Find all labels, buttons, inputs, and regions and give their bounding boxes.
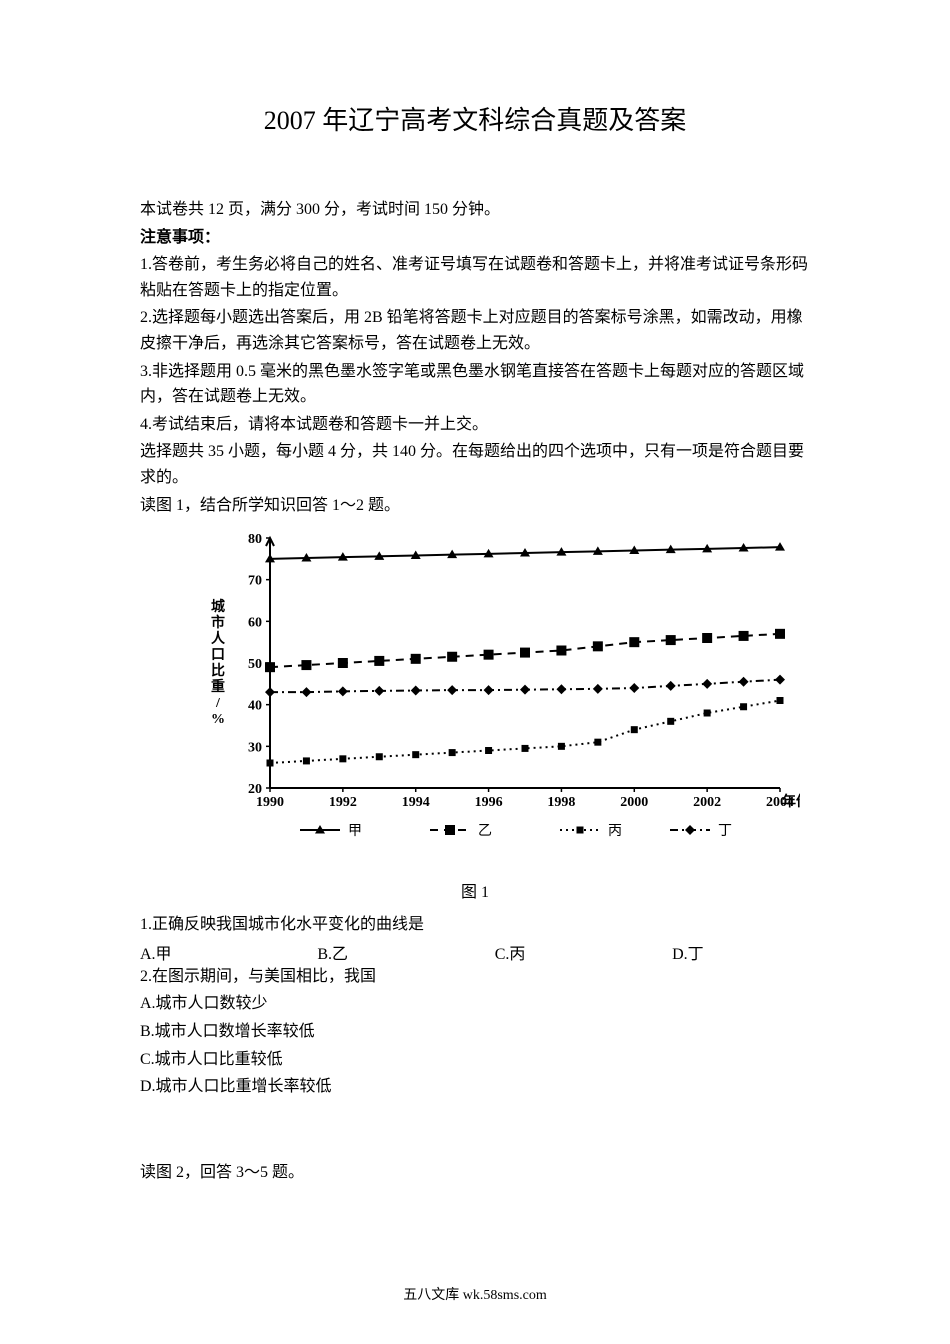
- q2-option-a: A.城市人口数较少: [140, 991, 810, 1017]
- intro-text: 本试卷共 12 页，满分 300 分，考试时间 150 分钟。: [140, 197, 810, 223]
- svg-text:60: 60: [248, 615, 262, 630]
- svg-text:%: %: [211, 712, 225, 727]
- footer: 五八文库 wk.58sms.com: [0, 1284, 950, 1304]
- q1-options: A.甲 B.乙 C.丙 D.丁: [140, 940, 810, 964]
- notice-1: 1.答卷前，考生务必将自己的姓名、准考证号填写在试题卷和答题卡上，并将准考试证号…: [140, 252, 810, 303]
- svg-text:甲: 甲: [348, 824, 362, 839]
- fig1-label: 图 1: [140, 878, 810, 902]
- svg-text:丁: 丁: [718, 824, 732, 839]
- svg-text:年份: 年份: [782, 793, 800, 810]
- notice-2: 2.选择题每小题选出答案后，用 2B 铅笔将答题卡上对应题目的答案标号涂黑，如需…: [140, 305, 810, 356]
- q1-option-b: B.乙: [317, 940, 494, 964]
- svg-text:人: 人: [211, 630, 226, 647]
- svg-text:30: 30: [248, 740, 262, 755]
- page-title: 2007 年辽宁高考文科综合真题及答案: [140, 100, 810, 137]
- q2-stem: 2.在图示期间，与美国相比，我国: [140, 964, 810, 990]
- svg-text:口: 口: [211, 648, 225, 663]
- q1-option-a: A.甲: [140, 940, 317, 964]
- read-fig1: 读图 1，结合所学知识回答 1～2 题。: [140, 493, 810, 519]
- q2-option-c: C.城市人口比重较低: [140, 1047, 810, 1073]
- q1-stem: 1.正确反映我国城市化水平变化的曲线是: [140, 912, 810, 938]
- svg-text:50: 50: [248, 657, 262, 672]
- chart-fig1: 2030405060708019901992199419961998200020…: [200, 528, 800, 848]
- svg-text:/: /: [215, 696, 221, 711]
- notice-3: 3.非选择题用 0.5 毫米的黑色墨水签字笔或黑色墨水钢笔直接答在答题卡上每题对…: [140, 359, 810, 410]
- svg-text:1998: 1998: [547, 795, 575, 810]
- svg-text:80: 80: [248, 532, 262, 547]
- svg-text:1990: 1990: [256, 795, 284, 810]
- mc-intro: 选择题共 35 小题，每小题 4 分，共 140 分。在每题给出的四个选项中，只…: [140, 439, 810, 490]
- notice-4: 4.考试结束后，请将本试题卷和答题卡一并上交。: [140, 412, 810, 438]
- svg-text:乙: 乙: [478, 823, 492, 839]
- q1-option-d: D.丁: [672, 940, 810, 964]
- svg-text:40: 40: [248, 699, 262, 714]
- svg-text:2002: 2002: [693, 795, 721, 810]
- svg-text:市: 市: [211, 614, 225, 631]
- read-fig2: 读图 2，回答 3～5 题。: [140, 1160, 810, 1186]
- q1-option-c: C.丙: [495, 940, 672, 964]
- svg-text:比: 比: [211, 662, 225, 679]
- svg-text:重: 重: [211, 678, 225, 695]
- q2-option-b: B.城市人口数增长率较低: [140, 1019, 810, 1045]
- svg-text:1996: 1996: [475, 795, 503, 810]
- svg-text:2000: 2000: [620, 795, 648, 810]
- chart-svg: 2030405060708019901992199419961998200020…: [200, 528, 800, 848]
- svg-text:丙: 丙: [608, 824, 622, 839]
- svg-text:70: 70: [248, 574, 262, 589]
- q2-option-d: D.城市人口比重增长率较低: [140, 1074, 810, 1100]
- svg-text:城: 城: [211, 598, 225, 615]
- svg-text:1992: 1992: [329, 795, 357, 810]
- notice-header: 注意事项：: [140, 225, 810, 251]
- svg-text:1994: 1994: [402, 795, 430, 810]
